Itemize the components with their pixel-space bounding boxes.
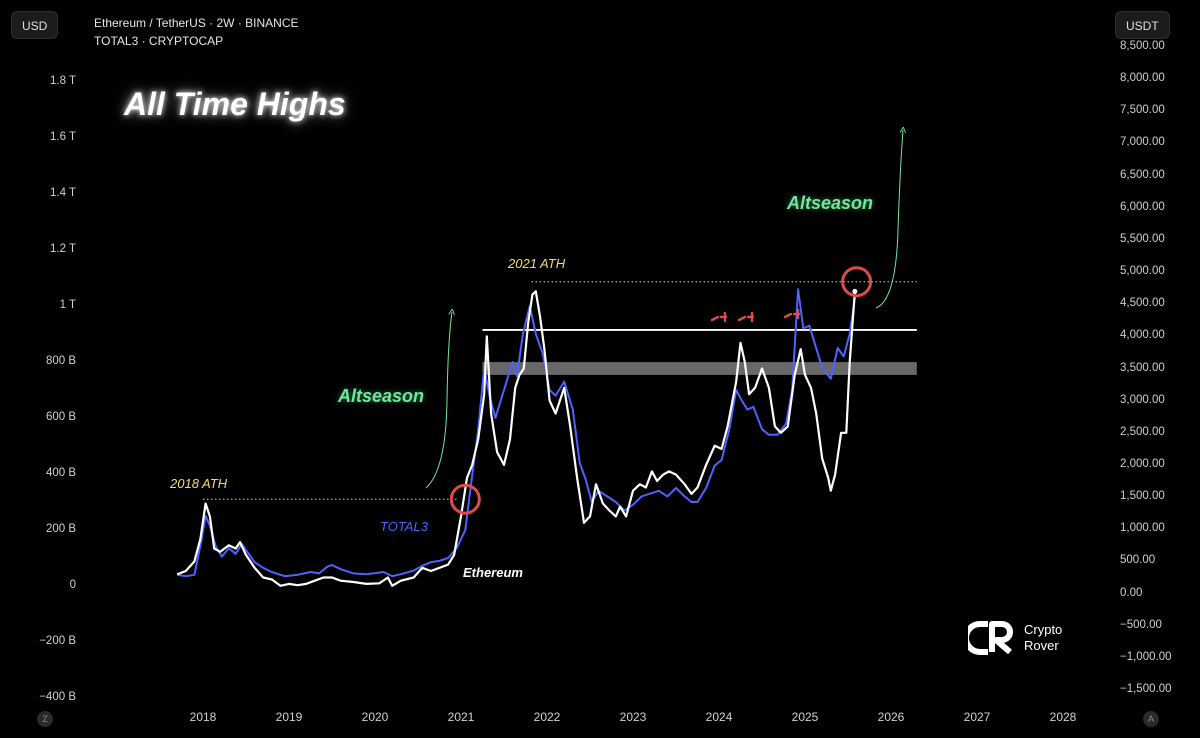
total3-series-label: TOTAL3: [380, 519, 428, 534]
currency-button-left[interactable]: USD: [11, 11, 59, 39]
left-axis-tick: 600 B: [45, 411, 76, 423]
rejection-mark: [737, 311, 755, 323]
x-axis-tick: 2018: [189, 710, 217, 724]
x-axis-tick: 2028: [1049, 710, 1077, 724]
x-axis-tick: 2024: [705, 710, 733, 724]
x-axis-tick: 2025: [791, 710, 819, 724]
left-axis-tick: −400 B: [39, 691, 76, 703]
altseason-arrow-2025: [875, 130, 903, 309]
right-axis-tick: −1,000.00: [1120, 650, 1172, 663]
left-axis-tick: 1 T: [59, 299, 76, 311]
symbol-title[interactable]: Ethereum / TetherUS · 2W · BINANCE: [94, 16, 299, 30]
right-axis-tick: 6,000.00: [1120, 200, 1165, 213]
x-axis-tick: 2023: [619, 710, 647, 724]
ethereum-series-label: Ethereum: [463, 565, 523, 580]
breakout-circle-2025: [841, 266, 873, 298]
overlay-title[interactable]: TOTAL3 · CRYPTOCAP: [94, 34, 224, 48]
left-axis-tick: 800 B: [45, 355, 76, 367]
left-axis-tick: −200 B: [39, 635, 76, 647]
right-axis-tick: 6,500.00: [1120, 168, 1165, 181]
right-axis-tick: 5,000.00: [1120, 265, 1165, 278]
crypto-rover-logo: [968, 621, 1013, 655]
right-axis-tick: 4,500.00: [1120, 297, 1165, 310]
logo-line2: Rover: [1024, 638, 1059, 653]
right-axis-tick: 1,000.00: [1120, 522, 1165, 535]
right-axis-tick: −1,500.00: [1120, 683, 1172, 695]
rejection-mark: [783, 308, 801, 320]
right-axis-tick: 8,500.00: [1120, 40, 1165, 52]
altseason-label-2021: Altseason: [338, 386, 425, 406]
ath-2018-label: 2018 ATH: [170, 476, 228, 491]
logo-line1: Crypto: [1024, 622, 1063, 637]
auto-scale-button[interactable]: A: [1143, 711, 1159, 727]
left-axis-tick: 400 B: [45, 467, 76, 479]
x-axis-tick: 2020: [361, 710, 389, 724]
right-axis-tick: 5,500.00: [1120, 232, 1165, 245]
left-axis-tick: 1.6 T: [50, 131, 76, 143]
zoom-reset-button[interactable]: Z: [37, 711, 53, 727]
right-axis-tick: 0.00: [1120, 586, 1143, 599]
ath-2021-label: 2021 ATH: [508, 256, 566, 271]
right-axis-tick: 3,000.00: [1120, 393, 1165, 406]
right-axis-tick: 500.00: [1120, 554, 1156, 567]
x-axis-tick: 2019: [275, 710, 303, 724]
total3-line: [177, 288, 856, 578]
left-axis-tick: 1.4 T: [50, 187, 76, 199]
currency-button-right[interactable]: USDT: [1115, 11, 1170, 39]
left-axis-tick: 1.8 T: [50, 75, 76, 87]
left-axis-tick: 0: [69, 579, 76, 591]
right-axis-tick: 7,000.00: [1120, 136, 1165, 149]
right-axis-tick: 7,500.00: [1120, 104, 1165, 117]
chart-title: All Time Highs: [124, 86, 346, 122]
right-axis-tick: 4,000.00: [1120, 329, 1165, 342]
support-zone: [482, 362, 917, 375]
left-axis-tick: 1.2 T: [50, 243, 76, 255]
x-axis-tick: 2027: [963, 710, 991, 724]
ethereum-line: [176, 290, 856, 587]
right-axis-tick: 1,500.00: [1120, 490, 1165, 503]
breakout-circle-2021: [449, 483, 481, 515]
x-axis-tick: 2021: [447, 710, 475, 724]
right-axis-tick: 8,000.00: [1120, 72, 1165, 85]
right-axis-tick: 2,500.00: [1120, 425, 1165, 438]
right-axis-tick: 2,000.00: [1120, 457, 1165, 470]
right-axis-tick: 3,500.00: [1120, 361, 1165, 374]
right-axis-tick: −500.00: [1120, 618, 1162, 631]
x-axis-tick: 2022: [533, 710, 561, 724]
x-axis-tick: 2026: [877, 710, 905, 724]
last-price-dot: [852, 288, 858, 294]
altseason-arrow-2021: [425, 312, 452, 489]
logo-text: Crypto Rover: [1024, 622, 1062, 654]
altseason-label-2025: Altseason: [787, 193, 874, 213]
rejection-mark: [710, 311, 728, 323]
left-axis-tick: 200 B: [45, 523, 76, 535]
